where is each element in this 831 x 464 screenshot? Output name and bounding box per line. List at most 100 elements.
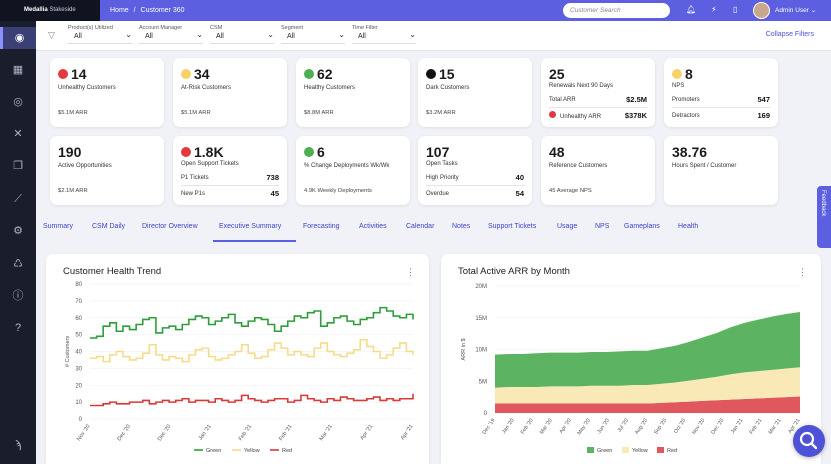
settings-icon[interactable]: ⚙ — [13, 225, 23, 237]
tab-forecasting[interactable]: Forecasting — [303, 223, 340, 230]
y-tick-label: 15M — [475, 316, 487, 322]
filter-icon[interactable]: ▽ — [48, 30, 55, 40]
kpi-row-value: 45 — [270, 189, 279, 198]
kpi-references-card[interactable]: 48 Reference Customers 45 Average NPS — [541, 136, 655, 205]
x-tick-label: Aug '20 — [634, 418, 649, 436]
tab-nps[interactable]: NPS — [595, 223, 610, 230]
help-chat-button[interactable] — [793, 425, 825, 457]
y-tick-label: 0 — [484, 411, 488, 417]
kpi-value: 1.8K — [194, 144, 224, 160]
x-tick-label: Jan '21 — [198, 424, 213, 442]
kpi-row-label: Detractors — [672, 112, 700, 119]
x-tick-label: Jul '20 — [616, 418, 630, 434]
kpi-value: 25 — [549, 66, 565, 82]
filter-value[interactable]: All — [281, 30, 345, 44]
tab-gameplans[interactable]: Gameplans — [624, 223, 660, 230]
tab-health[interactable]: Health — [678, 223, 699, 230]
x-tick-label: Dec '19 — [482, 418, 497, 436]
sidebar: ◉ ▦ ◎ ✕ ❐ ⟋ ⚙ ♺ ⓘ ? ϡ — [0, 0, 36, 464]
top-bar: Medallia Stakeside Home / Customer 360 C… — [0, 0, 831, 21]
breadcrumb-home[interactable]: Home — [110, 7, 129, 14]
area-yellow — [495, 367, 800, 404]
x-tick-label: Nov '20 — [76, 424, 92, 443]
tab-activities[interactable]: Activities — [359, 223, 387, 230]
filter-value[interactable]: All — [68, 30, 132, 44]
feedback-tab[interactable]: Feedback — [817, 186, 831, 248]
kpi-label: Hours Spent / Customer — [672, 163, 737, 169]
filter-products[interactable]: Product(s) Utilized All — [68, 25, 132, 44]
legend-label: Yellow — [244, 448, 260, 454]
kpi-label: At-Risk Customers — [181, 85, 232, 91]
filter-csm[interactable]: CSM All — [210, 25, 274, 44]
filter-value[interactable]: All — [139, 30, 203, 44]
status-dot — [304, 69, 314, 79]
kpi-label: % Change Deployments Wk/Wk — [304, 163, 390, 169]
x-tick-label: Jun '20 — [596, 418, 611, 435]
tab-notes[interactable]: Notes — [452, 223, 471, 230]
kpi-value: 15 — [439, 66, 455, 82]
info-icon[interactable]: ⓘ — [12, 290, 24, 302]
filter-segment[interactable]: Segment All — [281, 25, 345, 44]
tab-usage[interactable]: Usage — [557, 223, 578, 230]
kpi-opportunities-card[interactable]: 190 Active Opportunities $2.1M ARR — [50, 136, 164, 205]
avatar[interactable] — [753, 2, 770, 19]
user-circle-icon[interactable]: ◉ — [0, 27, 36, 49]
tab-calendar[interactable]: Calendar — [406, 223, 435, 230]
series-line-green — [90, 306, 414, 339]
active-tab-indicator — [213, 240, 296, 242]
kpi-tickets-card[interactable]: 1.8K Open Support Tickets P1 Tickets 738… — [173, 136, 287, 205]
tab-summary[interactable]: Summary — [43, 223, 73, 230]
grid-icon[interactable]: ▦ — [12, 64, 24, 76]
help-icon[interactable]: ? — [14, 322, 22, 334]
kpi-row-label: Overdue — [426, 190, 450, 197]
legend-label: Yellow — [632, 448, 648, 454]
kpi-unhealthy-card[interactable]: 14 Unhealthy Customers $5.1M ARR — [50, 58, 164, 127]
filter-bar: ▽ Product(s) Utilized All Account Manage… — [36, 21, 831, 51]
kpi-tasks-card[interactable]: 107 Open Tasks High Priority 40 Overdue … — [418, 136, 532, 205]
x-tick-label: Feb '21 — [749, 418, 764, 436]
kpi-value: 6 — [317, 144, 325, 160]
tab-bar: Summary CSM Daily Director Overview Exec… — [36, 219, 831, 242]
kpi-healthy-card[interactable]: 62 Healthy Customers $8.8M ARR — [296, 58, 410, 127]
filter-value[interactable]: All — [210, 30, 274, 44]
kpi-nps-card[interactable]: 8 NPS Promoters 547 Detractors 169 — [664, 58, 778, 127]
brand-logo[interactable]: Medallia Stakeside — [0, 0, 100, 21]
kpi-renewals-card[interactable]: 25 Renewals Next 90 Days Total ARR $2.5M… — [541, 58, 655, 127]
phone-icon[interactable]: ▯ — [733, 5, 738, 14]
user-menu[interactable]: Admin User ⌄ — [775, 7, 817, 14]
search-icon — [799, 431, 818, 450]
chart-icon[interactable]: ⟋ — [14, 193, 22, 205]
kpi-label: Healthy Customers — [304, 85, 356, 91]
kpi-label: NPS — [672, 83, 685, 89]
kpi-atrisk-card[interactable]: 34 At-Risk Customers $5.1M ARR — [173, 58, 287, 127]
more-menu-icon[interactable]: ⋮ — [798, 267, 807, 277]
kpi-value: 8 — [685, 66, 693, 82]
kpi-deployments-card[interactable]: 6 % Change Deployments Wk/Wk 4.9K Weekly… — [296, 136, 410, 205]
collapse-filters-link[interactable]: Collapse Filters — [765, 31, 814, 38]
kpi-row-value: 738 — [266, 173, 279, 182]
customer-search-input[interactable]: Customer Search — [563, 3, 670, 18]
filter-account-manager[interactable]: Account Manager All — [139, 25, 203, 44]
tab-executive-summary[interactable]: Executive Summary — [219, 223, 282, 230]
tab-director-overview[interactable]: Director Overview — [142, 223, 198, 230]
chat-icon[interactable]: ❐ — [13, 160, 23, 172]
legend-label: Green — [206, 448, 221, 454]
tab-support-tickets[interactable]: Support Tickets — [488, 223, 537, 230]
kpi-dark-card[interactable]: 15 Dark Customers $3.2M ARR — [418, 58, 532, 127]
bolt-icon[interactable]: ⚡︎ — [711, 5, 717, 14]
tools-icon[interactable]: ✕ — [13, 128, 23, 140]
kpi-row-value: 547 — [757, 95, 770, 104]
series-line-yellow — [90, 338, 414, 363]
x-tick-label: Dec '20 — [116, 424, 132, 443]
kpi-value: 48 — [549, 144, 565, 160]
bell-icon[interactable]: 🔔︎ — [686, 5, 697, 14]
kpi-hours-card[interactable]: 38.76 Hours Spent / Customer — [664, 136, 778, 205]
filter-time[interactable]: Time Filter All — [352, 25, 416, 44]
target-icon[interactable]: ◎ — [13, 96, 23, 108]
legend-label: Green — [597, 448, 612, 454]
more-menu-icon[interactable]: ⋮ — [406, 267, 415, 277]
x-tick-label: Apr '20 — [558, 418, 572, 435]
recycle-icon[interactable]: ♺ — [13, 258, 23, 270]
filter-value[interactable]: All — [352, 30, 416, 44]
tab-csm-daily[interactable]: CSM Daily — [92, 223, 126, 230]
